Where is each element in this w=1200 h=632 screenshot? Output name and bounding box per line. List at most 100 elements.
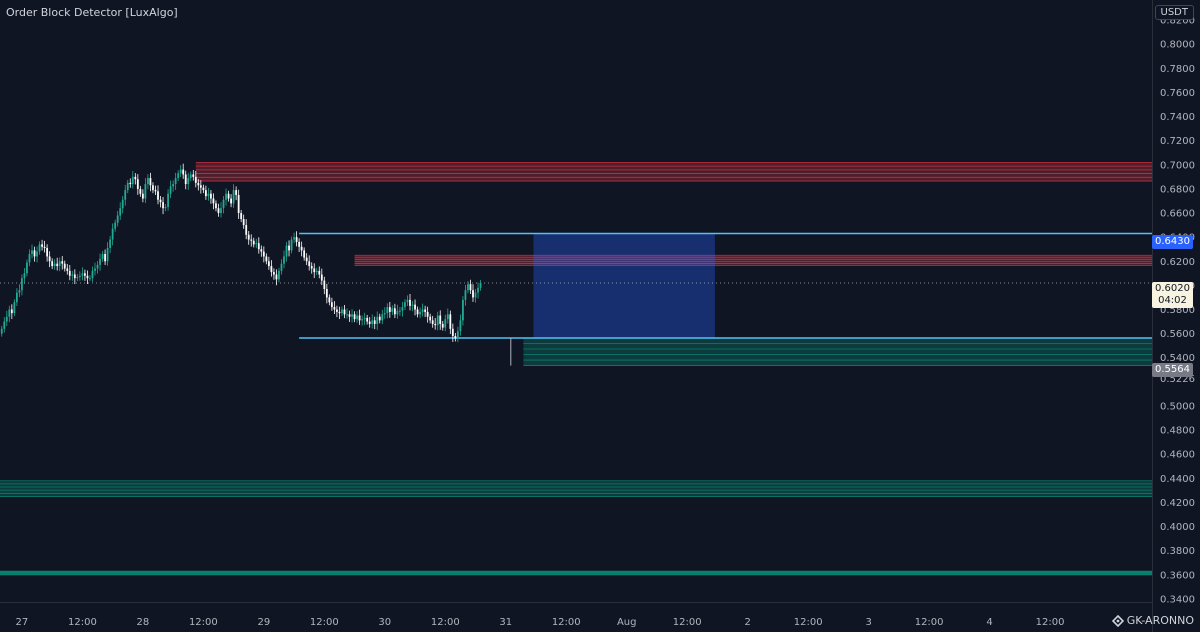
candle xyxy=(288,245,290,251)
candle xyxy=(474,292,477,298)
candle xyxy=(159,199,162,203)
candle xyxy=(147,178,149,185)
time-tick-label: 12:00 xyxy=(915,617,944,628)
candle xyxy=(13,302,16,314)
candle xyxy=(399,310,401,312)
candle xyxy=(172,184,175,187)
candle xyxy=(333,307,336,310)
candle xyxy=(305,257,308,262)
candle xyxy=(343,309,346,315)
candle xyxy=(225,193,227,200)
candle xyxy=(401,307,404,311)
candle xyxy=(164,206,167,209)
candle xyxy=(104,254,106,262)
price-tick-label: 0.4400 xyxy=(1160,474,1195,485)
candle xyxy=(232,190,235,204)
grid xyxy=(0,0,1153,632)
candle xyxy=(68,270,71,276)
candle xyxy=(424,309,427,312)
candle xyxy=(152,185,154,191)
price-tick-label: 0.7800 xyxy=(1160,64,1195,75)
candle xyxy=(202,187,205,191)
candle xyxy=(220,208,222,214)
price-axis[interactable]: 0.8200 0.8000 0.7800 0.7600 0.7400 0.7200 0.70… xyxy=(1160,16,1195,606)
candle xyxy=(222,199,225,209)
candle xyxy=(313,268,316,273)
candle xyxy=(204,190,207,197)
candle xyxy=(477,287,479,293)
currency-button[interactable]: USDT xyxy=(1154,5,1194,20)
time-axis[interactable]: 27 12:00 28 12:00 29 12:00 30 12:00 31 12:00 Aug 12… xyxy=(16,617,1065,628)
candle xyxy=(356,315,358,320)
candle xyxy=(464,290,467,300)
candle xyxy=(36,251,38,257)
candle xyxy=(81,273,84,276)
candle xyxy=(449,314,452,329)
candle xyxy=(338,311,341,314)
candle xyxy=(192,174,195,177)
candle xyxy=(121,199,124,209)
time-tick-label: 28 xyxy=(137,617,150,628)
candle xyxy=(119,208,122,216)
candle xyxy=(393,308,396,315)
candle xyxy=(174,178,177,185)
candle xyxy=(106,247,109,262)
candle xyxy=(265,256,268,262)
candles xyxy=(0,163,482,343)
candle xyxy=(411,304,414,306)
time-tick-label: 12:00 xyxy=(189,617,218,628)
candle xyxy=(242,219,245,226)
candle xyxy=(86,275,89,279)
candle xyxy=(295,237,298,242)
candle xyxy=(404,302,406,308)
price-tick-label: 0.8000 xyxy=(1160,40,1195,51)
candle xyxy=(456,331,459,339)
candle xyxy=(99,258,101,265)
candle xyxy=(199,185,202,188)
candle xyxy=(131,176,134,185)
author-watermark: GK-ARONNO xyxy=(1111,614,1194,627)
candle xyxy=(116,215,119,223)
candle xyxy=(179,169,182,174)
projection-box xyxy=(533,233,715,338)
candle xyxy=(323,280,326,289)
candle xyxy=(260,249,263,252)
candle xyxy=(124,190,127,200)
candle xyxy=(3,321,6,329)
candle xyxy=(0,328,3,334)
candle xyxy=(114,222,117,229)
candle xyxy=(270,266,273,273)
candle xyxy=(139,188,142,194)
candle xyxy=(53,263,56,267)
indicator-title[interactable]: Order Block Detector [LuxAlgo] xyxy=(6,6,178,19)
candle xyxy=(373,320,376,324)
candle xyxy=(247,234,250,240)
price-tick-label: 0.5000 xyxy=(1160,401,1195,412)
candle xyxy=(257,243,260,250)
candle xyxy=(336,309,338,312)
candle xyxy=(303,250,306,258)
candle xyxy=(38,244,41,252)
candle xyxy=(341,309,343,314)
price-tick-label: 0.4800 xyxy=(1160,426,1195,437)
current-price-tag: 0.6020 04:02 xyxy=(1152,282,1193,308)
price-tick-label: 0.3600 xyxy=(1160,570,1195,581)
candle xyxy=(308,261,311,267)
levels xyxy=(0,232,1152,366)
time-tick-label: 3 xyxy=(865,617,871,628)
candle xyxy=(245,225,248,235)
candle xyxy=(217,208,220,214)
current-price-value: 0.6020 xyxy=(1155,283,1190,294)
candle xyxy=(320,274,323,281)
candle xyxy=(96,264,99,269)
candle xyxy=(71,274,74,276)
price-tick-label: 0.3400 xyxy=(1160,594,1195,605)
candle xyxy=(46,247,49,257)
candle xyxy=(409,299,411,306)
candle xyxy=(73,274,76,279)
price-tick-label: 0.6600 xyxy=(1160,209,1195,220)
candle xyxy=(134,176,137,180)
candle xyxy=(141,193,144,199)
